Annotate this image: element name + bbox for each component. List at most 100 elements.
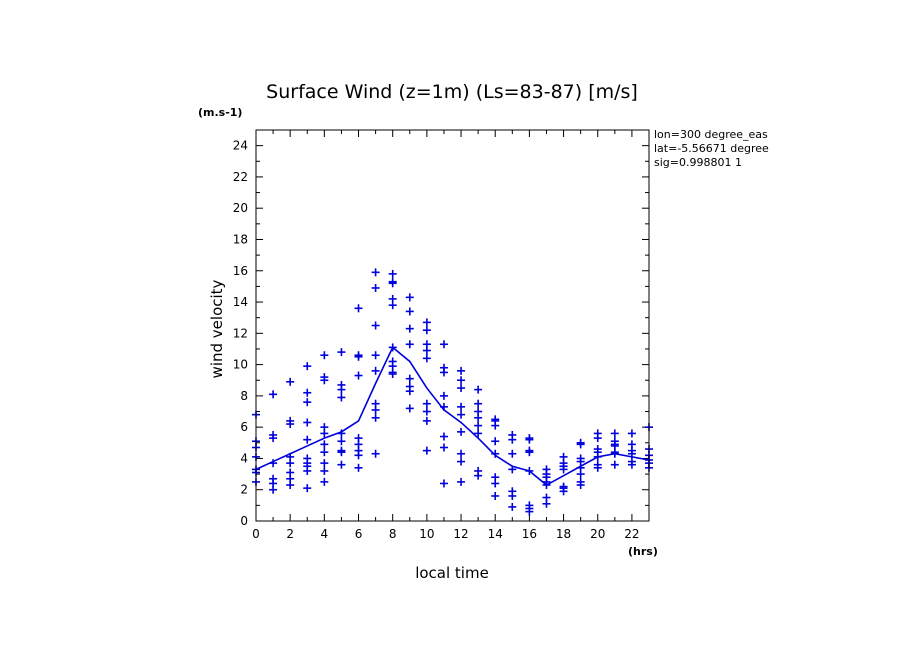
data-point bbox=[303, 466, 312, 475]
y-tick-label: 22 bbox=[233, 170, 248, 184]
data-point bbox=[320, 448, 329, 457]
data-point bbox=[491, 491, 500, 500]
data-point bbox=[508, 491, 517, 500]
y-tick-label: 12 bbox=[233, 326, 248, 340]
data-point bbox=[371, 413, 380, 422]
data-point bbox=[320, 351, 329, 360]
data-point bbox=[371, 449, 380, 458]
y-unit-label: (m.s-1) bbox=[198, 106, 242, 119]
data-point bbox=[422, 399, 431, 408]
info-lon: lon=300 degree_eas bbox=[654, 128, 768, 141]
data-point bbox=[405, 293, 414, 302]
data-point bbox=[576, 481, 585, 490]
data-point bbox=[337, 348, 346, 357]
x-tick-label: 20 bbox=[590, 527, 605, 541]
data-point bbox=[388, 369, 397, 378]
data-point bbox=[422, 346, 431, 355]
data-point bbox=[593, 434, 602, 443]
data-point bbox=[286, 481, 295, 490]
data-point bbox=[525, 507, 534, 516]
data-point bbox=[422, 416, 431, 425]
data-point bbox=[303, 418, 312, 427]
x-axis-label: local time bbox=[415, 564, 489, 582]
data-points bbox=[252, 268, 653, 516]
data-point bbox=[388, 269, 397, 278]
data-point bbox=[303, 398, 312, 407]
data-point bbox=[337, 448, 346, 457]
data-point bbox=[405, 324, 414, 333]
data-point bbox=[439, 391, 448, 400]
data-point bbox=[371, 321, 380, 330]
data-point bbox=[508, 449, 517, 458]
data-point bbox=[354, 451, 363, 460]
data-point bbox=[457, 402, 466, 411]
y-tick-label: 2 bbox=[240, 483, 248, 497]
data-point bbox=[422, 326, 431, 335]
data-point bbox=[474, 385, 483, 394]
data-point bbox=[320, 477, 329, 486]
data-point bbox=[576, 470, 585, 479]
data-point bbox=[491, 437, 500, 446]
x-unit-label: (hrs) bbox=[628, 545, 658, 558]
data-point bbox=[354, 371, 363, 380]
data-point bbox=[320, 466, 329, 475]
data-point bbox=[354, 352, 363, 361]
data-point bbox=[405, 374, 414, 383]
data-point bbox=[627, 429, 636, 438]
data-point bbox=[371, 283, 380, 292]
data-point bbox=[559, 487, 568, 496]
data-point bbox=[474, 421, 483, 430]
x-tick-label: 18 bbox=[556, 527, 571, 541]
data-point bbox=[457, 410, 466, 419]
data-point bbox=[286, 420, 295, 429]
data-point bbox=[457, 427, 466, 436]
info-box: lon=300 degree_eas lat=-5.56671 degree s… bbox=[654, 128, 769, 169]
data-point bbox=[627, 460, 636, 469]
data-point bbox=[542, 499, 551, 508]
mean-line bbox=[255, 346, 650, 486]
data-point bbox=[388, 279, 397, 288]
mean-line-group bbox=[255, 346, 650, 486]
data-point bbox=[439, 432, 448, 441]
data-point bbox=[371, 405, 380, 414]
data-point bbox=[439, 368, 448, 377]
data-point bbox=[422, 407, 431, 416]
y-tick-label: 24 bbox=[233, 139, 248, 153]
y-tick-label: 18 bbox=[233, 232, 248, 246]
data-point bbox=[593, 463, 602, 472]
x-tick-label: 22 bbox=[624, 527, 639, 541]
data-point bbox=[474, 429, 483, 438]
info-sig: sig=0.998801 1 bbox=[654, 156, 742, 169]
x-axis: 0 2 4 6 8 10 12 14 16 18 20 22 bbox=[252, 130, 650, 541]
y-tick-label: 0 bbox=[240, 514, 248, 528]
data-point bbox=[439, 479, 448, 488]
data-point bbox=[269, 390, 278, 399]
x-tick-label: 2 bbox=[286, 527, 294, 541]
data-point bbox=[286, 459, 295, 468]
data-point bbox=[525, 435, 534, 444]
data-point bbox=[337, 437, 346, 446]
data-point bbox=[354, 463, 363, 472]
data-point bbox=[508, 502, 517, 511]
x-tick-label: 4 bbox=[321, 527, 329, 541]
data-point bbox=[457, 366, 466, 375]
data-point bbox=[491, 421, 500, 430]
data-point bbox=[388, 301, 397, 310]
data-point bbox=[303, 388, 312, 397]
data-point bbox=[508, 435, 517, 444]
data-point bbox=[371, 268, 380, 277]
plot-frame bbox=[255, 129, 650, 522]
data-point bbox=[457, 457, 466, 466]
data-point bbox=[474, 413, 483, 422]
x-tick-label: 14 bbox=[488, 527, 503, 541]
data-point bbox=[371, 351, 380, 360]
data-point bbox=[320, 440, 329, 449]
data-point bbox=[457, 477, 466, 486]
y-tick-label: 8 bbox=[240, 389, 248, 403]
data-point bbox=[405, 404, 414, 413]
data-point bbox=[422, 318, 431, 327]
y-tick-label: 20 bbox=[233, 201, 248, 215]
data-point bbox=[269, 434, 278, 443]
data-point bbox=[457, 376, 466, 385]
data-point bbox=[405, 340, 414, 349]
